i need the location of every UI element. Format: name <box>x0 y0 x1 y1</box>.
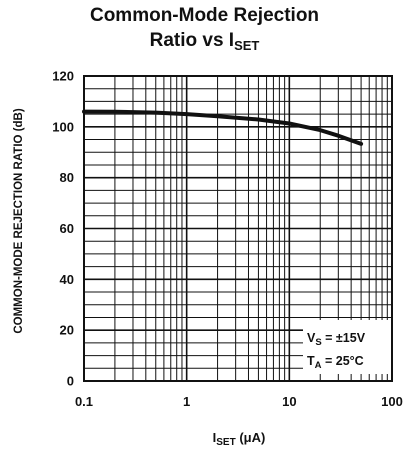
x-axis-label: ISET (μA) <box>213 430 266 448</box>
supply-voltage-annotation: VS = ±15V <box>307 331 366 348</box>
supply-voltage-value: = ±15V <box>322 331 366 345</box>
y-tick-label: 80 <box>60 170 74 185</box>
supply-voltage-subscript: S <box>315 337 321 348</box>
ambient-temperature-value: = 25°C <box>322 354 364 368</box>
y-tick-label: 60 <box>60 221 74 236</box>
x-tick-label: 0.1 <box>75 394 93 409</box>
series-layer <box>82 109 364 146</box>
chart-title-line1: Common-Mode Rejection <box>89 5 320 26</box>
ambient-temperature-symbol: T <box>307 354 315 368</box>
x-tick-label: 10 <box>282 394 296 409</box>
chart-title-line2: Ratio vs ISET <box>0 28 409 58</box>
chart-title-line2-subscript: SET <box>234 38 260 53</box>
ambient-temperature-annotation: TA = 25°C <box>307 354 364 371</box>
y-tick-label: 100 <box>52 119 74 134</box>
conditions-annotation: VS = ±15V TA = 25°C <box>303 320 391 374</box>
x-tick-label: 100 <box>381 394 403 409</box>
y-tick-label: 120 <box>52 69 74 84</box>
x-axis-label-subscript: SET <box>216 437 235 448</box>
y-tick-label: 20 <box>60 323 74 338</box>
chart-title-line2-main: Ratio vs I <box>149 30 235 51</box>
supply-voltage-symbol: V <box>307 331 316 345</box>
chart-title: Common-Mode Rejection Ratio vs ISET <box>0 3 409 58</box>
ambient-temperature-subscript: A <box>315 360 322 371</box>
chart-grid <box>84 76 392 381</box>
y-tick-labels: 0 20 40 60 80 100 120 <box>52 69 74 389</box>
x-tick-label: 1 <box>183 394 190 409</box>
x-tick-labels: 0.1 1 10 100 <box>75 394 403 409</box>
plot-frame <box>83 75 393 382</box>
y-axis-label: COMMON-MODE REJECTION RATIO (dB) <box>13 108 25 333</box>
y-tick-label: 0 <box>67 374 74 389</box>
cmrr-series-line <box>82 109 364 146</box>
x-axis-label-main: I <box>213 430 217 445</box>
y-tick-label: 40 <box>60 272 74 287</box>
x-axis-label-unit: (μA) <box>236 430 266 445</box>
